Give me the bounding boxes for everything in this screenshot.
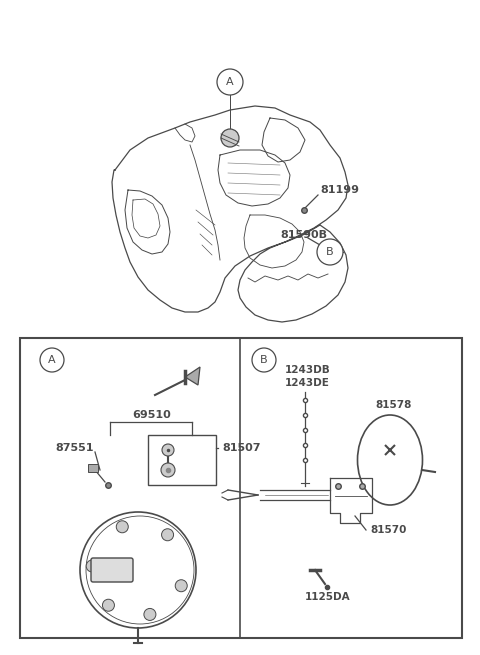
Circle shape xyxy=(40,348,64,372)
Text: B: B xyxy=(326,247,334,257)
Text: 1125DA: 1125DA xyxy=(305,592,350,602)
Text: 81570: 81570 xyxy=(370,525,407,535)
Bar xyxy=(20,338,462,638)
Circle shape xyxy=(86,560,98,572)
Ellipse shape xyxy=(358,415,422,505)
Text: 69510: 69510 xyxy=(132,410,171,420)
Circle shape xyxy=(144,608,156,620)
Text: 1243DB: 1243DB xyxy=(285,365,331,375)
Polygon shape xyxy=(185,367,200,385)
Text: A: A xyxy=(226,77,234,87)
Text: 81578: 81578 xyxy=(375,400,411,410)
FancyBboxPatch shape xyxy=(91,558,133,582)
Circle shape xyxy=(161,463,175,477)
Circle shape xyxy=(252,348,276,372)
Text: 81507: 81507 xyxy=(222,443,261,453)
Circle shape xyxy=(217,69,243,95)
Circle shape xyxy=(317,239,343,265)
Circle shape xyxy=(221,129,239,147)
Circle shape xyxy=(116,521,128,533)
Circle shape xyxy=(175,580,187,591)
Text: 81199: 81199 xyxy=(320,185,359,195)
Bar xyxy=(148,435,216,485)
Text: 81590B: 81590B xyxy=(280,230,327,240)
Text: A: A xyxy=(48,355,56,365)
Text: 87551: 87551 xyxy=(55,443,94,453)
Circle shape xyxy=(162,529,174,541)
Text: B: B xyxy=(260,355,268,365)
Text: 1243DE: 1243DE xyxy=(285,378,330,388)
Circle shape xyxy=(80,512,196,628)
Circle shape xyxy=(102,599,114,611)
Circle shape xyxy=(162,444,174,456)
Bar xyxy=(88,464,98,472)
